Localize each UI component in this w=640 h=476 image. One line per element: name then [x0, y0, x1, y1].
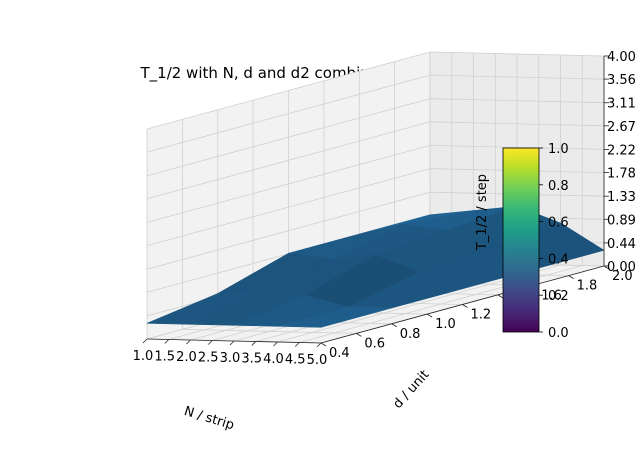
z-tick-label: 4.00: [607, 50, 636, 65]
z-gridline: [146, 74, 605, 153]
x-tick-label: 3.5: [241, 352, 262, 367]
x-tick-mark: [229, 340, 235, 346]
z-tick-label: 2.22: [607, 143, 636, 158]
z-tick-label: 3.56: [607, 73, 636, 88]
z-gridline: [146, 191, 605, 270]
x-tick-mark: [207, 340, 213, 345]
x-tick-label: 4.0: [263, 352, 284, 367]
y-tick-label: 1.6: [541, 288, 562, 303]
z-gridline: [146, 168, 605, 246]
x-tick-mark: [164, 339, 170, 344]
y-tick-mark: [462, 304, 468, 308]
x-tick-mark: [273, 341, 278, 347]
x-axis-label: N / strip: [182, 404, 236, 433]
y-tick-mark: [603, 265, 610, 270]
colorbar-ticks: 0.0 0.2 0.4 0.6 0.8 1.0: [539, 142, 569, 341]
y-tick-mark: [320, 342, 327, 347]
z-tick-label: 0.00: [607, 260, 636, 275]
z-gridline: [146, 51, 605, 130]
y-tick-label: 1.8: [577, 279, 598, 294]
x-tick-label: 3.0: [220, 351, 241, 366]
y-tick-label: 2.0: [612, 269, 633, 284]
z-tick-label: 0.44: [607, 237, 636, 252]
x-tick-mark: [294, 342, 300, 347]
y-axis-label: d / unit: [390, 368, 432, 412]
colorbar-tick-label: 0.2: [548, 289, 569, 304]
y-tick-mark: [568, 275, 574, 279]
x-tick-mark: [251, 341, 257, 346]
y-tick-mark: [497, 294, 504, 299]
x-tick-label: 5.0: [307, 353, 328, 368]
colorbar-tick-label: 0.4: [548, 252, 569, 267]
z-gridline: [146, 121, 605, 200]
y-tick-label: 0.4: [329, 346, 350, 361]
y-tick-label: 0.8: [400, 327, 421, 342]
colorbar-tick-label: 0.6: [548, 216, 569, 231]
z-tick-label: 1.33: [607, 190, 636, 205]
y-tick-label: 1.2: [471, 308, 492, 323]
x-tick-mark: [316, 342, 322, 348]
x-tick-mark: [186, 339, 191, 345]
z-tick-label: 2.67: [607, 120, 636, 135]
z-tick-label: 1.78: [607, 167, 636, 182]
y-tick-mark: [426, 313, 433, 318]
x-tick-label: 1.5: [154, 350, 175, 365]
z-tick-label: 3.11: [607, 97, 636, 112]
x-tick-label: 1.0: [133, 349, 154, 364]
z-tick-label: 0.89: [607, 213, 636, 228]
z-axis-label: T_1/2 / step: [475, 174, 490, 251]
axis-ticks: 1.0 1.5 2.0 2.5 3.0 3.5 4.0 4.5 5.0 0.40.60.81.01…: [133, 50, 636, 368]
colorbar-tick-label: 0.8: [548, 179, 569, 194]
surface-plot: [146, 205, 605, 328]
colorbar-tick-label: 1.0: [548, 142, 569, 157]
y-tick-mark: [391, 323, 397, 328]
x-tick-label: 2.5: [198, 351, 219, 366]
z-gridline: [146, 144, 605, 223]
surface-patch: [277, 306, 392, 328]
y-tick-label: 1.0: [435, 317, 456, 332]
y-tick-label: 0.6: [364, 336, 385, 351]
x-tick-label: 2.0: [176, 350, 197, 365]
colorbar-tick-label: 0.0: [548, 326, 569, 341]
colorbar: [502, 147, 540, 333]
y-tick-mark: [356, 333, 362, 337]
x-tick-mark: [142, 338, 148, 344]
x-tick-label: 4.5: [285, 353, 306, 368]
z-gridline: [146, 98, 605, 177]
